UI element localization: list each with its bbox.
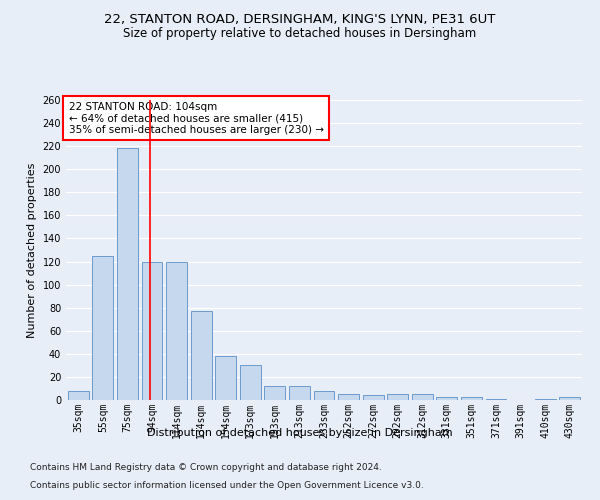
- Bar: [191, 311, 212, 400]
- Bar: [68, 391, 89, 400]
- Text: 22 STANTON ROAD: 104sqm
← 64% of detached houses are smaller (415)
35% of semi-d: 22 STANTON ROAD: 104sqm ← 64% of detache…: [68, 102, 323, 134]
- Bar: [338, 394, 359, 400]
- Text: Contains HM Land Registry data © Crown copyright and database right 2024.: Contains HM Land Registry data © Crown c…: [30, 464, 382, 472]
- Bar: [461, 396, 482, 400]
- Bar: [436, 396, 457, 400]
- Bar: [240, 366, 261, 400]
- Bar: [412, 394, 433, 400]
- Bar: [485, 399, 506, 400]
- Bar: [387, 394, 408, 400]
- Text: Contains public sector information licensed under the Open Government Licence v3: Contains public sector information licen…: [30, 481, 424, 490]
- Text: 22, STANTON ROAD, DERSINGHAM, KING'S LYNN, PE31 6UT: 22, STANTON ROAD, DERSINGHAM, KING'S LYN…: [104, 12, 496, 26]
- Bar: [314, 391, 334, 400]
- Y-axis label: Number of detached properties: Number of detached properties: [27, 162, 37, 338]
- Bar: [117, 148, 138, 400]
- Text: Size of property relative to detached houses in Dersingham: Size of property relative to detached ho…: [124, 28, 476, 40]
- Bar: [215, 356, 236, 400]
- Bar: [166, 262, 187, 400]
- Bar: [535, 399, 556, 400]
- Bar: [142, 262, 163, 400]
- Bar: [362, 396, 383, 400]
- Bar: [289, 386, 310, 400]
- Bar: [265, 386, 286, 400]
- Bar: [92, 256, 113, 400]
- Text: Distribution of detached houses by size in Dersingham: Distribution of detached houses by size …: [147, 428, 453, 438]
- Bar: [559, 396, 580, 400]
